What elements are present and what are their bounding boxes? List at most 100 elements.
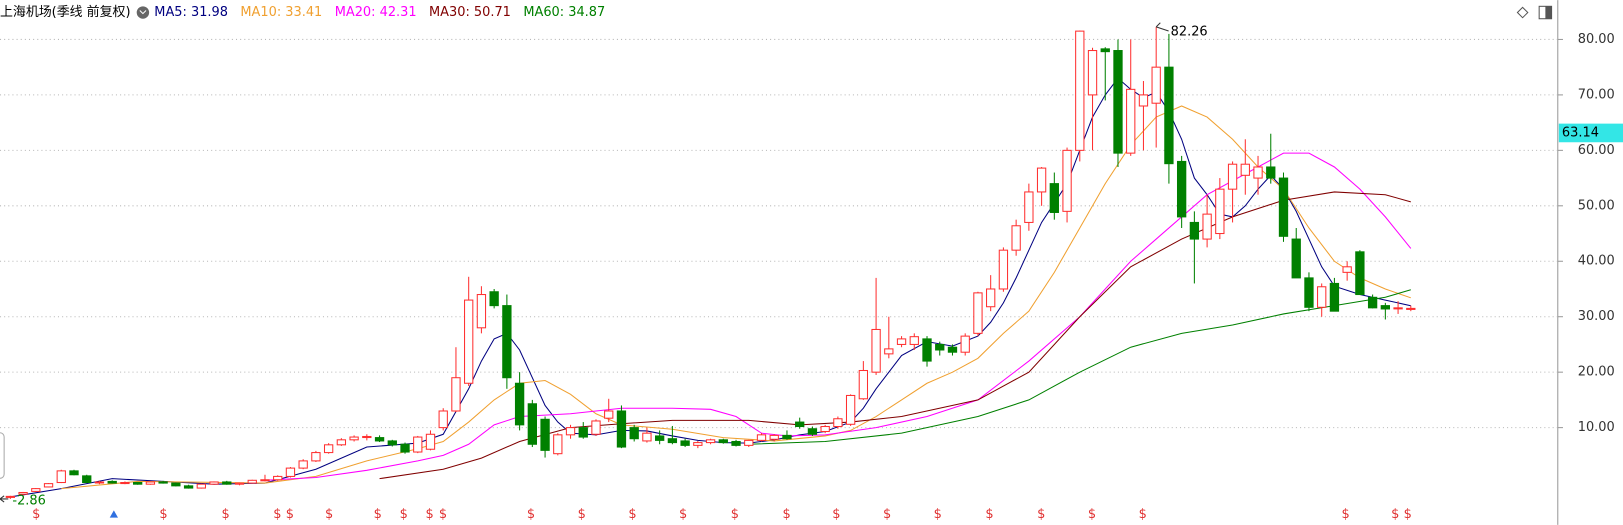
dividend-marker[interactable]: $ bbox=[1341, 507, 1349, 522]
candle-body bbox=[171, 482, 181, 487]
legend-icon bbox=[136, 6, 150, 19]
dividend-marker[interactable]: $ bbox=[1139, 507, 1147, 522]
candle-body bbox=[591, 420, 601, 435]
dividend-marker[interactable]: $ bbox=[934, 507, 942, 522]
candle-body bbox=[158, 481, 168, 484]
candle-body bbox=[858, 369, 869, 400]
candle-body bbox=[1138, 94, 1149, 107]
ma-line bbox=[264, 152, 1412, 481]
legend: 上海机场(季线 前复权) MA5: 31.98 MA10: 33.41 MA20: … bbox=[0, 4, 605, 20]
dividend-marker[interactable]: $ bbox=[286, 507, 294, 522]
candle-body bbox=[298, 460, 308, 469]
dividend-marker[interactable]: $ bbox=[222, 507, 230, 522]
candle-body bbox=[565, 427, 576, 436]
candle-body bbox=[884, 348, 894, 355]
candle-body bbox=[1176, 160, 1187, 218]
y-tick-label: 80.00 bbox=[1578, 32, 1615, 47]
candle-body bbox=[1291, 238, 1301, 279]
candle-body bbox=[1151, 66, 1161, 104]
diamond-icon[interactable] bbox=[1516, 6, 1529, 19]
candle-body bbox=[1367, 296, 1378, 309]
candle-body bbox=[1011, 225, 1021, 251]
candle-body bbox=[1024, 191, 1034, 223]
side-handle[interactable] bbox=[0, 432, 5, 479]
candle-body bbox=[438, 410, 448, 429]
candle-body bbox=[43, 483, 54, 488]
candle-body bbox=[400, 443, 410, 453]
dividend-marker[interactable]: $ bbox=[832, 507, 840, 522]
dividend-marker[interactable]: $ bbox=[883, 507, 891, 522]
candle-body bbox=[183, 485, 194, 489]
dividend-marker[interactable]: $ bbox=[783, 507, 791, 522]
candle-body bbox=[756, 434, 767, 441]
dividend-marker[interactable]: $ bbox=[1391, 507, 1399, 522]
candle-body bbox=[782, 434, 792, 440]
candle-body bbox=[425, 433, 436, 450]
candle-body bbox=[260, 479, 270, 482]
candle-body bbox=[451, 377, 461, 412]
dividend-marker[interactable]: $ bbox=[628, 507, 636, 522]
candle-body bbox=[1278, 177, 1289, 237]
candle-body bbox=[1329, 282, 1340, 312]
dividend-marker[interactable]: $ bbox=[400, 507, 408, 522]
candle-body bbox=[629, 427, 639, 440]
dividend-marker[interactable]: $ bbox=[679, 507, 687, 522]
candle-body bbox=[998, 249, 1009, 290]
dividend-marker[interactable]: $ bbox=[439, 507, 447, 522]
candle-body bbox=[362, 435, 372, 439]
candle-body bbox=[1266, 166, 1276, 179]
dividend-marker[interactable]: $ bbox=[527, 507, 535, 522]
dividend-marker[interactable]: $ bbox=[1404, 507, 1412, 522]
candle-body bbox=[833, 418, 843, 428]
annotation: 82.26 bbox=[1171, 25, 1208, 40]
dividend-marker[interactable]: $ bbox=[273, 507, 281, 522]
candle-body bbox=[1215, 188, 1225, 235]
candle-body bbox=[680, 440, 690, 446]
candle-body bbox=[642, 432, 652, 442]
candle-body bbox=[1253, 166, 1263, 179]
dividend-marker[interactable]: $ bbox=[731, 507, 739, 522]
candle-body bbox=[273, 475, 283, 481]
y-tick-label: 70.00 bbox=[1578, 87, 1615, 102]
dividend-marker[interactable]: $ bbox=[374, 507, 382, 522]
candle-body bbox=[1342, 266, 1352, 273]
event-marker bbox=[109, 510, 118, 518]
dividend-marker[interactable]: $ bbox=[159, 507, 167, 522]
candle-body bbox=[133, 482, 143, 485]
dividend-marker[interactable]: $ bbox=[1088, 507, 1096, 522]
price-tag-bg bbox=[1558, 123, 1623, 143]
candle-body bbox=[960, 335, 970, 353]
candle-body bbox=[1304, 277, 1314, 308]
candle-body bbox=[323, 444, 334, 454]
candle-body bbox=[222, 481, 232, 485]
candle-body bbox=[82, 475, 92, 484]
candle-body bbox=[234, 482, 245, 485]
candle-body bbox=[120, 482, 130, 485]
candle-body bbox=[285, 467, 296, 477]
candle-body bbox=[744, 439, 754, 446]
candle-body bbox=[527, 403, 537, 445]
dividend-marker[interactable]: $ bbox=[1037, 507, 1045, 522]
annotation: -2.86 bbox=[12, 494, 45, 509]
candle-body bbox=[387, 440, 397, 446]
dividend-marker[interactable]: $ bbox=[325, 507, 333, 522]
annotation-pointer bbox=[1155, 22, 1169, 32]
y-tick-label: 60.00 bbox=[1578, 143, 1615, 158]
candle-body bbox=[349, 436, 359, 441]
legend-entry: MA60: 34.87 bbox=[523, 5, 605, 20]
candle-body bbox=[578, 427, 588, 438]
candle-body bbox=[718, 439, 728, 444]
dividend-marker[interactable]: $ bbox=[985, 507, 993, 522]
dividend-marker[interactable]: $ bbox=[578, 507, 586, 522]
candle-body bbox=[973, 292, 983, 334]
candle-body bbox=[1113, 50, 1123, 154]
dividend-marker[interactable]: $ bbox=[32, 507, 40, 522]
dividend-marker[interactable]: $ bbox=[425, 507, 433, 522]
candle-body bbox=[795, 421, 805, 428]
candle-body bbox=[604, 410, 614, 419]
candle-body bbox=[502, 305, 512, 379]
candle-body bbox=[1087, 50, 1098, 96]
candle-body bbox=[1100, 48, 1110, 53]
candle-body bbox=[514, 382, 525, 426]
